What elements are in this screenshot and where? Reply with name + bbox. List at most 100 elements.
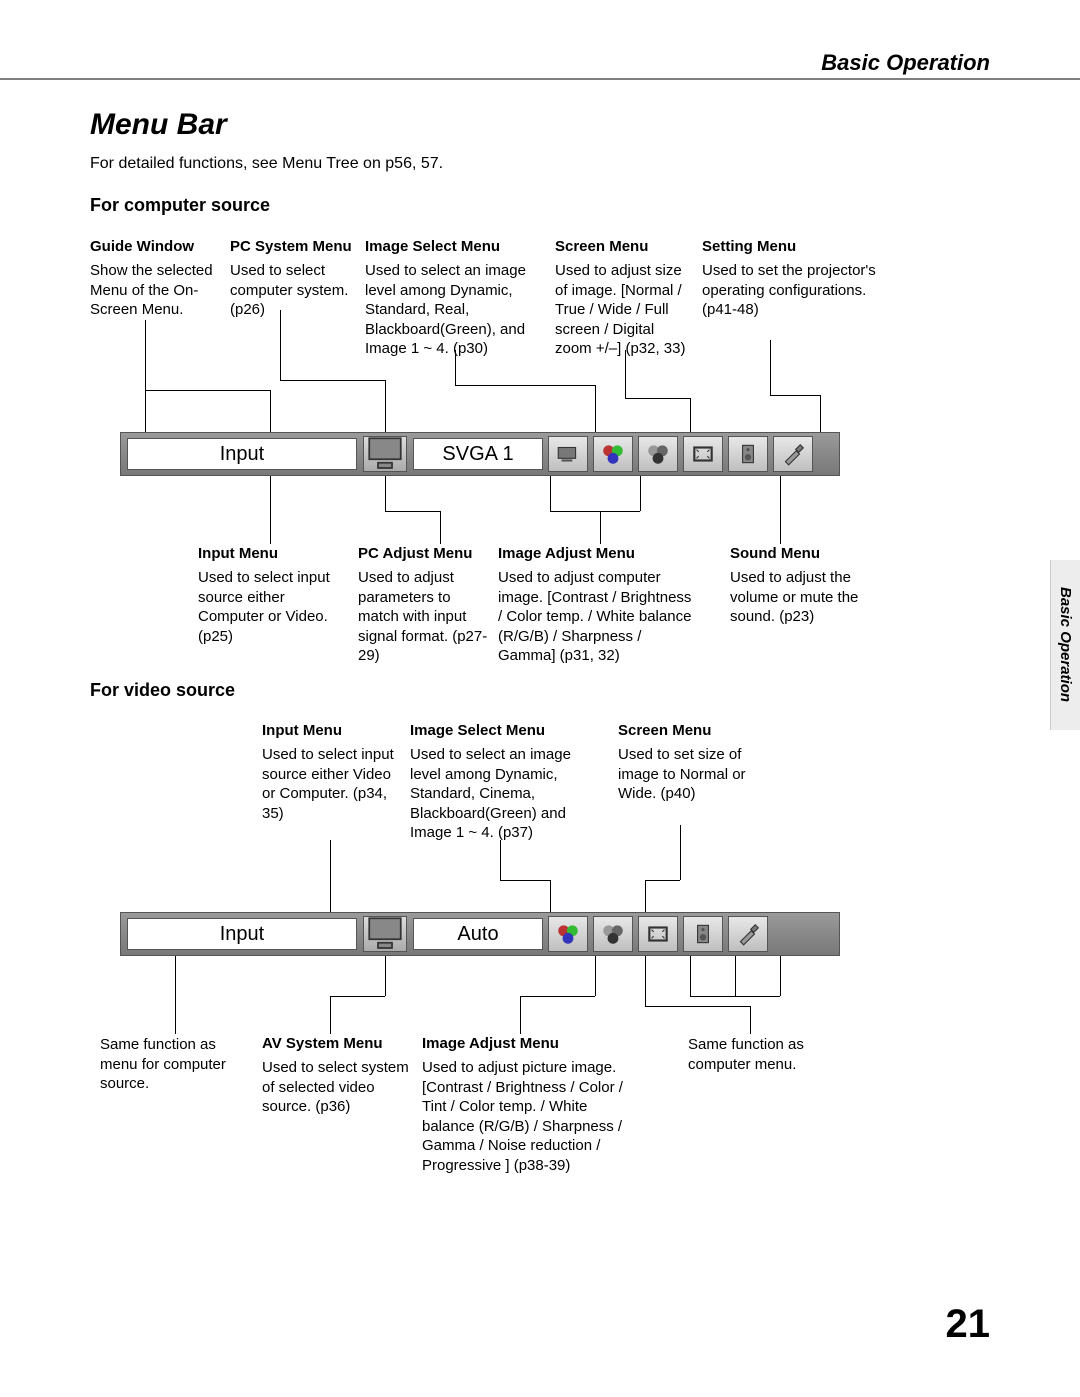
menubar-video: Input Auto — [120, 912, 840, 956]
desc-sound-menu: Sound Menu Used to adjust the volume or … — [730, 545, 880, 627]
label: PC Adjust Menu — [358, 545, 493, 562]
leader-line — [645, 880, 680, 881]
leader-line — [330, 840, 331, 912]
body: Used to select an image level among Dyna… — [410, 745, 600, 843]
subheading-video: For video source — [90, 680, 235, 701]
label: Image Select Menu — [410, 722, 600, 739]
leader-line — [500, 840, 501, 880]
body: Used to adjust the volume or mute the so… — [730, 568, 880, 627]
leader-line — [680, 825, 681, 880]
leader-line — [820, 395, 821, 432]
pc-system-icon — [363, 436, 407, 472]
body: Used to set the projector's operating co… — [702, 261, 877, 320]
leader-line — [645, 880, 646, 912]
desc-pc-system-menu: PC System Menu Used to select computer s… — [230, 238, 355, 320]
leader-line — [385, 956, 386, 996]
leader-line — [455, 350, 456, 385]
leader-line — [780, 956, 781, 996]
desc-video-screen-menu: Screen Menu Used to set size of image to… — [618, 722, 768, 804]
leader-line — [770, 340, 771, 395]
leader-line — [270, 476, 271, 544]
subheading-computer: For computer source — [90, 195, 270, 216]
leader-line — [385, 511, 440, 512]
label: Image Adjust Menu — [422, 1035, 642, 1052]
intro-text: For detailed functions, see Menu Tree on… — [90, 155, 443, 173]
image-adjust-icon — [638, 436, 678, 472]
body: Used to adjust size of image. [Normal / … — [555, 261, 695, 359]
body: Used to select computer system. (p26) — [230, 261, 355, 320]
setting-icon — [773, 436, 813, 472]
menubar-computer: Input SVGA 1 — [120, 432, 840, 476]
body: Used to select input source either Video… — [262, 745, 402, 823]
leader-line — [550, 476, 551, 511]
body: Used to select system of selected video … — [262, 1058, 412, 1117]
leader-line — [520, 996, 595, 997]
desc-guide-window: Guide Window Show the selected Menu of t… — [90, 238, 220, 320]
pc-adjust-icon — [548, 436, 588, 472]
screen-icon — [683, 436, 723, 472]
leader-line — [625, 398, 690, 399]
label: Input Menu — [198, 545, 348, 562]
image-adjust-icon — [593, 916, 633, 952]
label: PC System Menu — [230, 238, 355, 255]
leader-line — [735, 956, 736, 996]
desc-screen-menu: Screen Menu Used to adjust size of image… — [555, 238, 695, 359]
side-tab-label: Basic Operation — [1057, 587, 1074, 702]
desc-video-image-select-menu: Image Select Menu Used to select an imag… — [410, 722, 600, 843]
page-title: Menu Bar — [90, 108, 227, 142]
body: Same function as computer menu. — [688, 1035, 848, 1074]
body: Used to select an image level among Dyna… — [365, 261, 545, 359]
leader-line — [175, 956, 176, 1034]
desc-setting-menu: Setting Menu Used to set the projector's… — [702, 238, 877, 320]
body: Same function as menu for computer sourc… — [100, 1035, 255, 1094]
leader-line — [385, 380, 386, 432]
page-number: 21 — [946, 1302, 991, 1347]
label: Guide Window — [90, 238, 220, 255]
menubar-mode-cell: Auto — [413, 918, 543, 950]
menubar-mode-cell: SVGA 1 — [413, 438, 543, 470]
image-select-icon — [548, 916, 588, 952]
desc-video-image-adjust-menu: Image Adjust Menu Used to adjust picture… — [422, 1035, 642, 1175]
sound-icon — [728, 436, 768, 472]
leader-line — [520, 996, 521, 1034]
menubar-input-cell: Input — [127, 438, 357, 470]
header-section: Basic Operation — [821, 50, 990, 76]
leader-line — [690, 996, 780, 997]
label: Screen Menu — [555, 238, 695, 255]
header-rule — [0, 78, 1080, 80]
leader-line — [625, 350, 626, 398]
leader-line — [550, 511, 600, 512]
leader-line — [550, 880, 551, 912]
label: Input Menu — [262, 722, 402, 739]
leader-line — [280, 380, 385, 381]
setting-icon — [728, 916, 768, 952]
desc-image-adjust-menu: Image Adjust Menu Used to adjust compute… — [498, 545, 698, 666]
leader-line — [385, 476, 386, 511]
leader-line — [645, 1006, 750, 1007]
body: Used to adjust parameters to match with … — [358, 568, 493, 666]
menubar-input-cell: Input — [127, 918, 357, 950]
screen-icon — [638, 916, 678, 952]
leader-line — [280, 310, 281, 380]
leader-line — [500, 880, 550, 881]
image-select-icon — [593, 436, 633, 472]
body: Used to adjust picture image. [Contrast … — [422, 1058, 642, 1175]
label: Setting Menu — [702, 238, 877, 255]
leader-line — [145, 320, 146, 432]
leader-line — [600, 511, 640, 512]
desc-pc-adjust-menu: PC Adjust Menu Used to adjust parameters… — [358, 545, 493, 666]
leader-line — [145, 390, 270, 391]
desc-video-same-left: Same function as menu for computer sourc… — [100, 1035, 255, 1094]
body: Used to adjust computer image. [Contrast… — [498, 568, 698, 666]
label: AV System Menu — [262, 1035, 412, 1052]
leader-line — [690, 398, 691, 432]
desc-video-same-right: Same function as computer menu. — [688, 1035, 848, 1074]
desc-image-select-menu: Image Select Menu Used to select an imag… — [365, 238, 545, 359]
leader-line — [780, 476, 781, 544]
leader-line — [770, 395, 820, 396]
leader-line — [690, 956, 691, 996]
leader-line — [440, 511, 441, 544]
body: Used to select input source either Compu… — [198, 568, 348, 646]
leader-line — [595, 385, 596, 432]
side-tab: Basic Operation — [1050, 560, 1080, 730]
